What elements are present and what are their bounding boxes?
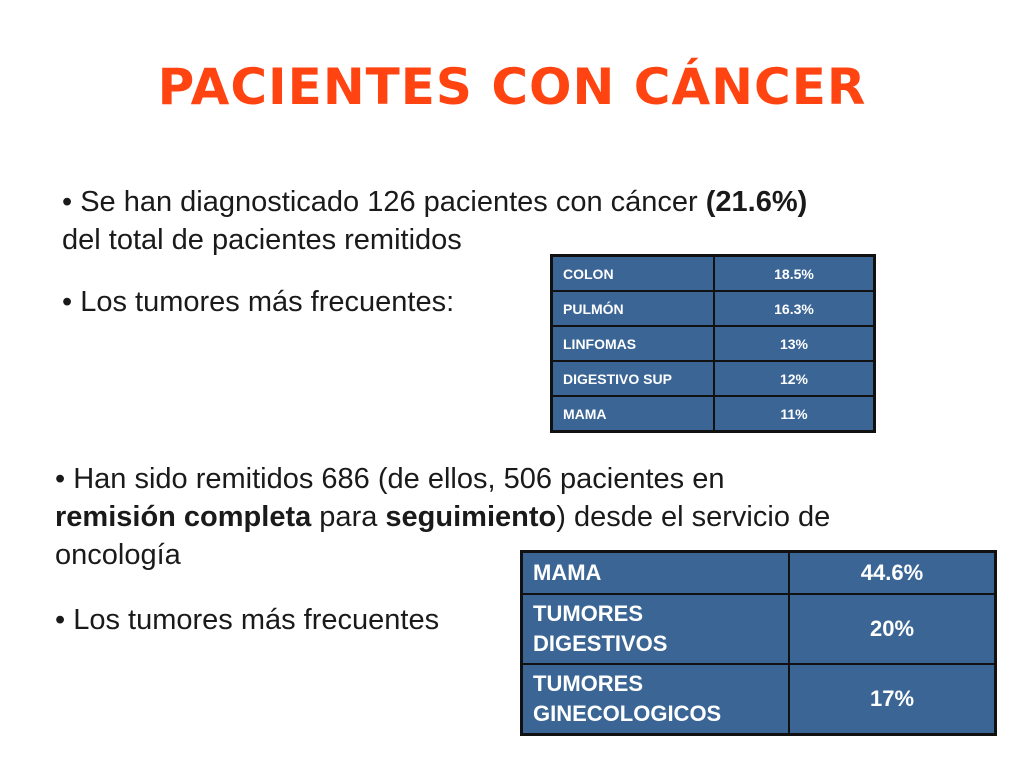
table-cell-value: 20% (788, 593, 997, 665)
table-cell-value: 18.5% (713, 254, 876, 292)
table-cell-label: MAMA (520, 550, 790, 595)
table-row: PULMÓN 16.3% (550, 290, 876, 327)
table-cell-label: PULMÓN (550, 290, 715, 327)
bullet-referred: • Han sido remitidos 686 (de ellos, 506 … (55, 460, 985, 574)
table-row: DIGESTIVO SUP 12% (550, 360, 876, 397)
table-cell-label: DIGESTIVO SUP (550, 360, 715, 397)
table-cell-label: COLON (550, 254, 715, 292)
table-cell-label: LINFOMAS (550, 325, 715, 362)
table-cell-label: TUMORES GINECOLOGICOS (520, 663, 790, 736)
bullet-diagnosed: • Se han diagnosticado 126 pacientes con… (62, 183, 962, 259)
table-cell-label-line: GINECOLOGICOS (533, 701, 722, 726)
bullet-referred-bold2: seguimiento (385, 501, 557, 533)
bullet-diagnosed-percent: (21.6%) (705, 186, 808, 218)
table-cell-value: 16.3% (713, 290, 876, 327)
table-cell-label-line: MAMA (533, 560, 602, 585)
bullet-diagnosed-text: • Se han diagnosticado 126 pacientes con… (62, 186, 706, 218)
bullet-referred-line1: • Han sido remitidos 686 (de ellos, 506 … (55, 463, 725, 495)
table-row: LINFOMAS 13% (550, 325, 876, 362)
bullet-referred-mid: para (311, 501, 386, 533)
table-cell-label: TUMORES DIGESTIVOS (520, 593, 790, 665)
table-row: MAMA 11% (550, 395, 876, 433)
table-cell-value: 13% (713, 325, 876, 362)
slide-title: PACIENTES CON CÁNCER (157, 58, 867, 116)
bullet-frequent-tumors-1: • Los tumores más frecuentes: (62, 286, 455, 318)
table-row: COLON 18.5% (550, 254, 876, 292)
table-cell-label-line: TUMORES (533, 671, 643, 696)
bullet-diagnosed-line2: del total de pacientes remitidos (62, 224, 462, 256)
table-cell-label: MAMA (550, 395, 715, 433)
bullet-referred-bold1: remisión completa (55, 501, 312, 533)
tumors-table-referred: MAMA 44.6% TUMORES DIGESTIVOS 20% TUMORES… (520, 550, 997, 736)
bullet-referred-rest: ) desde el servicio de (556, 501, 831, 533)
table-cell-label-line: TUMORES (533, 601, 643, 626)
table-row: MAMA 44.6% (520, 550, 997, 595)
bullet-frequent-tumors-2: • Los tumores más frecuentes (55, 604, 440, 636)
table-row: TUMORES DIGESTIVOS 20% (520, 593, 997, 665)
table-cell-value: 12% (713, 360, 876, 397)
table-cell-value: 44.6% (788, 550, 997, 595)
table-cell-label-line: DIGESTIVOS (533, 631, 668, 656)
table-cell-value: 17% (788, 663, 997, 736)
table-cell-value: 11% (713, 395, 876, 433)
table-row: TUMORES GINECOLOGICOS 17% (520, 663, 997, 736)
tumors-table-diagnosed: COLON 18.5% PULMÓN 16.3% LINFOMAS 13% DI… (550, 254, 876, 433)
bullet-referred-line3: oncología (55, 539, 181, 571)
